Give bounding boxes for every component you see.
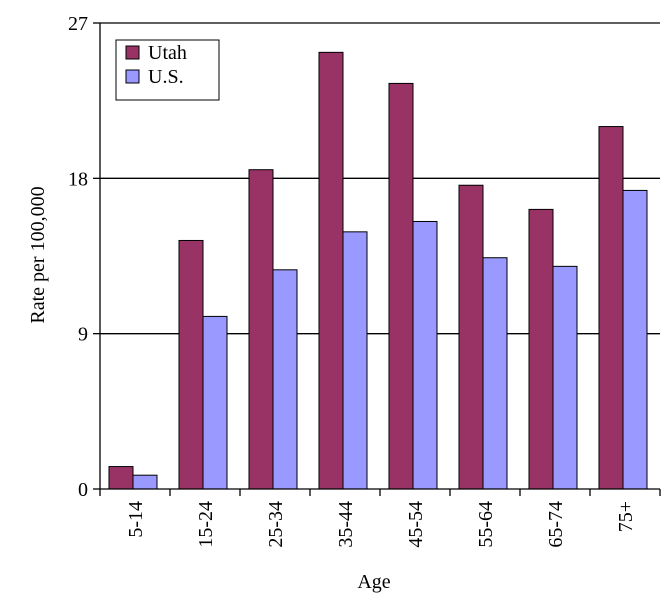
bar-utah-25-34: [248, 169, 274, 490]
bar-us-25-34: [272, 269, 298, 490]
x-tick-label: 15-24: [195, 501, 217, 548]
x-tick-label: 35-44: [335, 501, 357, 548]
x-tick-label: 45-54: [405, 501, 427, 548]
bar-utah-75+: [598, 126, 624, 490]
y-tick-label: 0: [78, 479, 88, 501]
x-tick-label: 65-74: [545, 501, 567, 548]
axes: [93, 22, 661, 496]
bar-utah-5-14: [108, 466, 134, 490]
bar-us-35-44: [342, 231, 368, 490]
bar-utah-35-44: [318, 51, 344, 490]
bar-utah-65-74: [528, 208, 554, 490]
bar-us-55-64: [482, 257, 508, 490]
bar-us-5-14: [132, 474, 158, 490]
tick-labels: 0 9 18 27 5-14 15-24 25-34 35-44 45-54 55-64 65-74…: [68, 13, 637, 548]
x-tick-label: 75+: [615, 501, 637, 532]
y-axis-label: Rate per 100,000: [27, 186, 49, 323]
bar-us-65-74: [552, 265, 578, 490]
x-tick-label: 55-64: [475, 501, 497, 548]
legend-swatch-us: [125, 69, 140, 84]
legend-label-utah: Utah: [148, 42, 187, 64]
legend: Utah U.S.: [115, 39, 220, 101]
bars: [108, 51, 648, 490]
y-tick-label: 9: [78, 324, 88, 346]
legend-label-us: U.S.: [148, 66, 184, 88]
x-tick-label: 25-34: [265, 501, 287, 548]
x-axis-label: Age: [357, 571, 390, 593]
bar-us-45-54: [412, 220, 438, 490]
bar-utah-45-54: [388, 82, 414, 490]
y-tick-label: 18: [68, 168, 88, 190]
y-tick-label: 27: [68, 13, 88, 35]
legend-swatch-utah: [125, 45, 140, 60]
bar-us-75+: [622, 189, 648, 490]
x-tick-label: 5-14: [125, 501, 147, 538]
bar-utah-55-64: [458, 184, 484, 490]
bar-utah-15-24: [178, 239, 204, 490]
bar-us-15-24: [202, 315, 228, 490]
